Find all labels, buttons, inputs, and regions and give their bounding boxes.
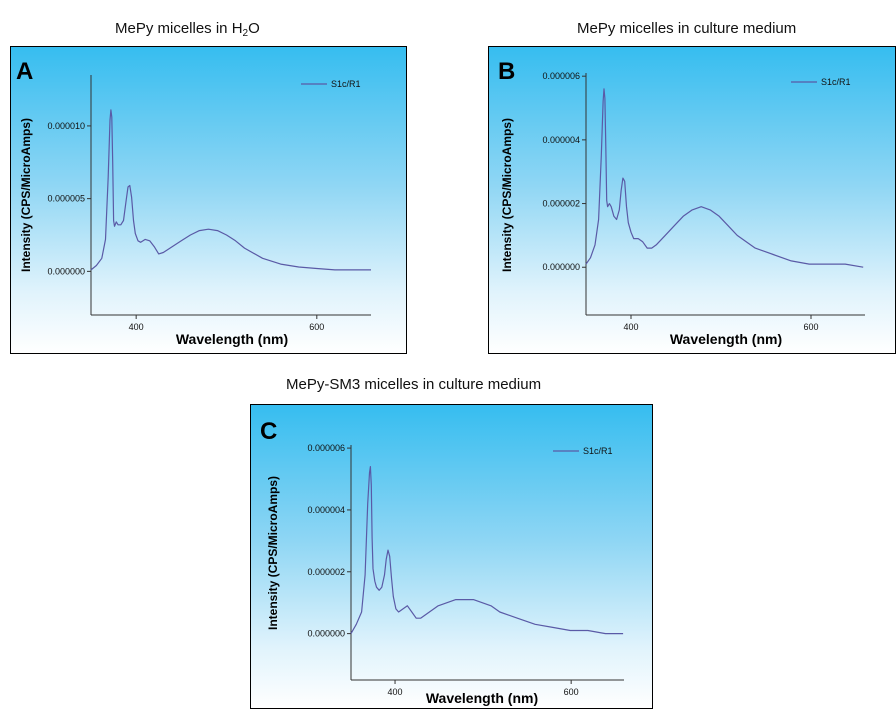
x-axis-title: Wavelength (nm) bbox=[426, 690, 538, 706]
legend-label: S1c/R1 bbox=[821, 77, 851, 87]
chart-c-svg: C 0.000000 0.000002 0.000004 0.000006 400 600 W… bbox=[260, 418, 624, 706]
panel-label-a: A bbox=[16, 58, 33, 85]
panel-label-b: B bbox=[498, 58, 515, 85]
y-tick-label: 0.000004 bbox=[542, 135, 580, 145]
legend-label: S1c/R1 bbox=[583, 446, 613, 456]
y-tick-label: 0.000000 bbox=[47, 266, 85, 276]
panel-a-title: MePy micelles in H2O bbox=[115, 20, 260, 39]
panel-a-title-prefix: MePy micelles in H bbox=[115, 20, 243, 37]
series-line-c bbox=[350, 465, 624, 635]
y-tick-label: 0.000002 bbox=[307, 567, 345, 577]
panel-label-c: C bbox=[260, 418, 277, 445]
x-tick-label: 600 bbox=[803, 322, 818, 332]
x-tick-label: 600 bbox=[564, 687, 579, 697]
y-tick-label: 0.000006 bbox=[542, 71, 580, 81]
chart-panel-c: C 0.000000 0.000002 0.000004 0.000006 400 600 W… bbox=[250, 404, 653, 709]
y-tick-label: 0.000002 bbox=[542, 199, 580, 209]
y-tick-label: 0.000000 bbox=[307, 629, 345, 639]
y-tick-label: 0.000010 bbox=[47, 121, 85, 131]
y-axis-title: Intensity (CPS/MicroAmps) bbox=[266, 476, 280, 630]
y-tick-label: 0.000004 bbox=[307, 505, 345, 515]
series-line-b bbox=[585, 88, 864, 268]
y-axis-title: Intensity (CPS/MicroAmps) bbox=[500, 118, 514, 272]
y-tick-label: 0.000005 bbox=[47, 194, 85, 204]
panel-b-title: MePy micelles in culture medium bbox=[577, 20, 797, 37]
x-tick-label: 400 bbox=[623, 322, 638, 332]
chart-panel-a: A 0.000000 0.000005 0.000010 400 600 Wavelengt… bbox=[10, 46, 407, 354]
panel-a-title-subscript: 2 bbox=[242, 28, 249, 39]
panel-c-title: MePy-SM3 micelles in culture medium bbox=[286, 376, 542, 393]
y-tick-label: 0.000006 bbox=[307, 443, 345, 453]
x-axis-title: Wavelength (nm) bbox=[670, 331, 782, 347]
x-tick-label: 400 bbox=[388, 687, 403, 697]
chart-a-svg: A 0.000000 0.000005 0.000010 400 600 Wavelengt… bbox=[16, 58, 371, 347]
y-tick-label: 0.000000 bbox=[542, 262, 580, 272]
series-line-a bbox=[90, 109, 371, 271]
chart-panel-b: B 0.000000 0.000002 0.000004 0.000006 400 600 W… bbox=[488, 46, 896, 354]
x-axis-title: Wavelength (nm) bbox=[176, 331, 288, 347]
legend-label: S1c/R1 bbox=[331, 79, 361, 89]
x-tick-label: 600 bbox=[309, 322, 324, 332]
panel-a-title-suffix: O bbox=[248, 20, 260, 37]
x-tick-label: 400 bbox=[129, 322, 144, 332]
chart-b-svg: B 0.000000 0.000002 0.000004 0.000006 400 600 W… bbox=[498, 58, 865, 347]
y-axis-title: Intensity (CPS/MicroAmps) bbox=[19, 118, 33, 272]
